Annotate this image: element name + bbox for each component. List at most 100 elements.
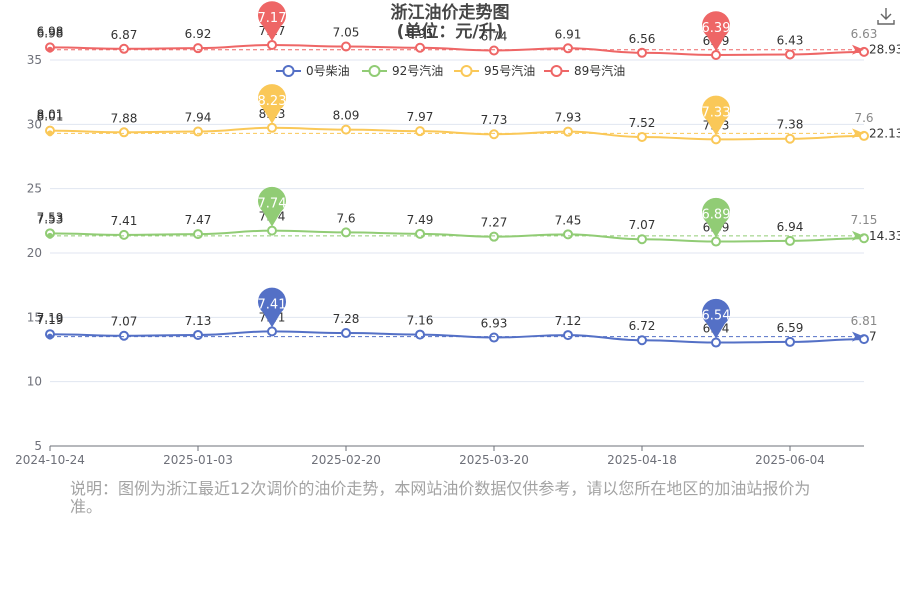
- data-label: 6.74: [481, 29, 508, 43]
- pin-label: 8.23: [258, 94, 287, 109]
- data-label: 7.47: [185, 213, 212, 227]
- data-point: [415, 126, 425, 137]
- data-point: [193, 329, 203, 340]
- legend-item[interactable]: 0号柴油: [276, 64, 350, 78]
- pin-label: 7.74: [258, 197, 287, 212]
- legend-label: 95号汽油: [484, 63, 535, 78]
- data-point: [341, 227, 351, 238]
- data-point: [785, 133, 795, 144]
- data-label: 7.19: [37, 313, 64, 327]
- data-point: [637, 47, 647, 58]
- data-point: [119, 127, 129, 138]
- data-label: 7.93: [555, 111, 582, 125]
- x-tick-label: 2024-10-24: [15, 453, 85, 467]
- data-label: 6.59: [777, 321, 804, 335]
- data-label: 6.98: [37, 26, 64, 40]
- data-point: [119, 43, 129, 54]
- data-point: [415, 42, 425, 53]
- data-point: [637, 131, 647, 142]
- end-label: 6.63: [851, 27, 878, 41]
- data-point: [563, 229, 573, 240]
- pin-label: 6.39: [702, 21, 731, 36]
- start-label: 7.19: [37, 311, 64, 325]
- data-label: 7.45: [555, 213, 582, 227]
- data-label: 7.05: [333, 25, 360, 39]
- end-label: 7.6: [854, 111, 873, 125]
- data-label: 7.13: [185, 314, 212, 328]
- series-line: [49, 43, 865, 56]
- y-tick-label: 15: [27, 310, 42, 324]
- series-lines: [45, 39, 869, 348]
- data-point: [711, 337, 721, 348]
- chart-title-main: 浙江油价走势图: [390, 3, 510, 23]
- legend-item[interactable]: 89号汽油: [544, 63, 625, 78]
- x-tick-label: 2025-02-20: [311, 453, 381, 467]
- data-label: 6.56: [629, 32, 656, 46]
- average-arrow: [852, 44, 864, 55]
- data-point: [711, 49, 721, 60]
- data-point: [489, 332, 499, 343]
- data-point: [711, 134, 721, 145]
- pin-label: 7.33: [702, 105, 731, 120]
- data-label: 7.38: [777, 118, 804, 132]
- average-start-dot: [47, 130, 53, 137]
- average-label: 14.33: [869, 229, 900, 243]
- legend-marker: [368, 65, 381, 77]
- pin-marker: [258, 84, 286, 124]
- legend-label: 0号柴油: [306, 64, 350, 78]
- average-label: 28.93: [869, 43, 900, 57]
- data-point: [563, 43, 573, 54]
- legend-item[interactable]: 95号汽油: [454, 63, 535, 78]
- data-label: 6.72: [629, 319, 656, 333]
- data-point: [119, 330, 129, 341]
- x-tick-label: 2025-01-03: [163, 453, 233, 467]
- data-label: 7.28: [333, 312, 360, 326]
- pin-label: 6.89: [702, 208, 731, 223]
- data-label: 7.6: [336, 211, 355, 225]
- pin-marker: [258, 1, 287, 41]
- pin-marker: [702, 95, 730, 136]
- average-arrow: [852, 128, 864, 139]
- data-label: 6.93: [481, 317, 508, 331]
- grid-lines: [50, 59, 864, 383]
- data-point: [267, 39, 277, 50]
- data-point: [563, 126, 573, 137]
- data-label: 7.52: [629, 116, 656, 130]
- data-point: [711, 236, 721, 247]
- data-label: 7.07: [629, 218, 656, 232]
- chart-title: 浙江油价走势图 (单位：元/升): [0, 4, 900, 42]
- x-tick-label: 2025-04-18: [607, 453, 677, 467]
- data-label: 7.88: [111, 111, 138, 125]
- data-label: 7.27: [481, 216, 508, 230]
- average-label: 7: [869, 330, 877, 344]
- data-point: [785, 336, 795, 347]
- data-point: [267, 122, 277, 133]
- pin-marker: [702, 197, 730, 238]
- data-point: [267, 225, 277, 236]
- average-label: 22.13: [869, 126, 900, 140]
- legend-item[interactable]: 92号汽油: [362, 63, 443, 78]
- end-label: 6.81: [851, 314, 878, 328]
- data-label: 7.53: [37, 212, 64, 226]
- average-arrow: [852, 230, 864, 241]
- axes: 5 10 15 20 25 30 35 2024-10-24 2025-01-03 2025-02…: [15, 53, 864, 467]
- data-label: 7.16: [407, 314, 434, 328]
- data-point: [489, 45, 499, 56]
- average-start-dot: [47, 46, 53, 53]
- data-label: 8.01: [37, 110, 64, 124]
- average-start-dot: [47, 232, 53, 239]
- legend-label: 89号汽油: [574, 63, 625, 78]
- data-point: [193, 43, 203, 54]
- chart-note: 说明：图例为浙江最近12次调价的油价走势，本网站油价数据仅供参考，请以您所在地区…: [70, 479, 811, 516]
- start-label: 6.98: [37, 24, 64, 38]
- end-label: 7.15: [851, 213, 878, 227]
- pin-label: 6.54: [702, 309, 731, 324]
- download-icon[interactable]: [876, 6, 896, 26]
- data-label: 6.91: [555, 27, 582, 41]
- data-label: 6.92: [185, 27, 212, 41]
- data-label: 7.73: [481, 113, 508, 127]
- data-label: 7.97: [407, 110, 434, 124]
- max-min-markers: 7.41 6.54 7.74 6.89 8.23 7.33 7.17 6.39: [258, 1, 731, 339]
- data-point: [415, 329, 425, 340]
